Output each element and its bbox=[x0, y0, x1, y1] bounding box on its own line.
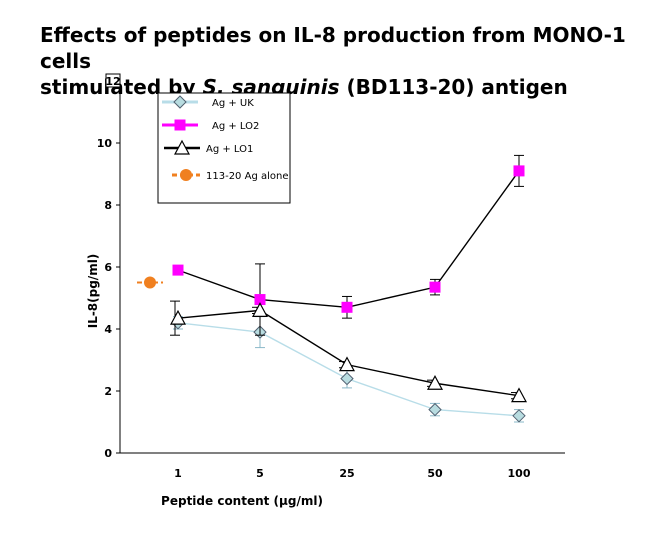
legend-label: 113-20 Ag alone bbox=[206, 171, 288, 182]
legend-marker bbox=[180, 169, 192, 181]
y-tick-label: 10 bbox=[97, 137, 113, 150]
data-point bbox=[512, 409, 526, 423]
y-tick-label: 4 bbox=[104, 323, 112, 336]
legend-label: Ag + UK bbox=[212, 98, 254, 109]
title-line-1: Effects of peptides on IL-8 production f… bbox=[40, 23, 626, 73]
legend-label: Ag + LO2 bbox=[212, 121, 259, 132]
x-axis-label: Peptide content (μg/ml) bbox=[161, 494, 323, 508]
legend-marker bbox=[173, 139, 191, 155]
x-tick-label: 25 bbox=[339, 467, 354, 480]
data-point bbox=[172, 264, 184, 276]
y-tick-label: 2 bbox=[104, 385, 112, 398]
data-point bbox=[341, 301, 353, 313]
y-tick-label: 12 bbox=[105, 75, 120, 88]
x-tick-label: 100 bbox=[508, 467, 531, 480]
title-line-2-post: (BD113-20) antigen bbox=[339, 75, 568, 99]
y-axis-label: IL-8(pg/ml) bbox=[86, 254, 100, 329]
legend-marker bbox=[173, 95, 187, 109]
x-tick-label: 1 bbox=[174, 467, 182, 480]
legend: Ag + UK Ag + LO2 Ag + LO1 113-20 Ag alone bbox=[157, 92, 291, 204]
data-point bbox=[340, 371, 354, 386]
series-3 bbox=[137, 276, 163, 289]
data-point bbox=[429, 281, 441, 293]
data-point bbox=[428, 402, 442, 417]
y-tick-label: 8 bbox=[104, 199, 112, 212]
data-point bbox=[426, 374, 444, 390]
data-point bbox=[513, 165, 525, 177]
data-point bbox=[169, 309, 187, 325]
data-point bbox=[338, 356, 356, 372]
data-point bbox=[510, 387, 528, 403]
data-point bbox=[251, 302, 269, 317]
data-point bbox=[144, 276, 156, 289]
legend-marker bbox=[174, 119, 186, 131]
x-tick-label: 5 bbox=[256, 467, 264, 480]
y-tick-label: 0 bbox=[104, 447, 112, 460]
y-tick-box bbox=[105, 73, 121, 88]
legend-label: Ag + LO1 bbox=[206, 144, 253, 155]
chart-title: Effects of peptides on IL-8 production f… bbox=[40, 22, 660, 100]
y-tick-label: 6 bbox=[104, 261, 112, 274]
series-2 bbox=[169, 300, 528, 403]
series-1 bbox=[172, 154, 525, 336]
x-tick-label: 50 bbox=[427, 467, 443, 480]
